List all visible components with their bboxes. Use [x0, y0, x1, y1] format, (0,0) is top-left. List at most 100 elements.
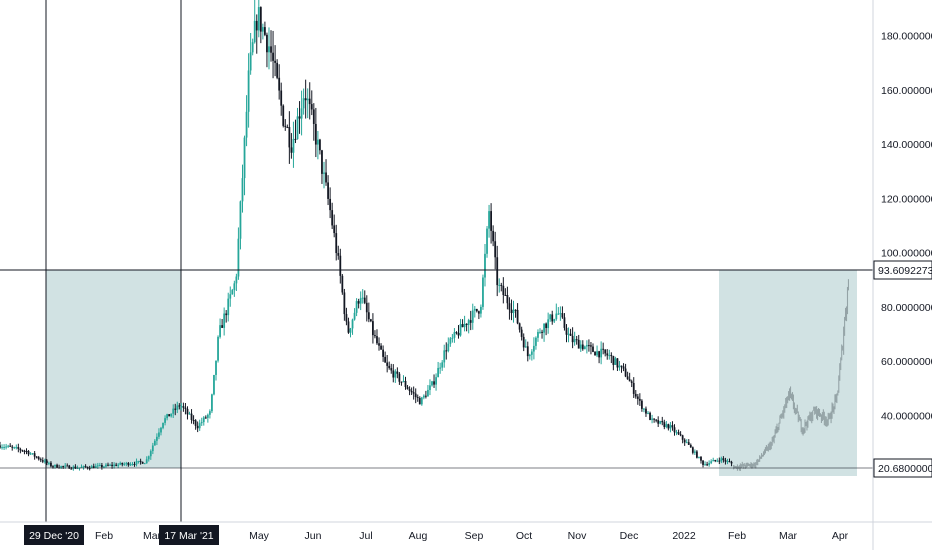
- candle-body: [372, 321, 374, 336]
- candle-body: [229, 294, 232, 299]
- candle-body: [94, 466, 97, 469]
- candle-body: [565, 327, 568, 335]
- candle-body: [253, 20, 256, 43]
- candle-body: [500, 284, 503, 286]
- candle-body: [54, 464, 56, 467]
- axis-tags: 93.60922739 20.68000000 29 Dec '20 17 Mar '…: [24, 260, 932, 545]
- candle-body: [217, 336, 219, 361]
- candle-body: [1, 447, 3, 449]
- candle-body: [9, 445, 12, 447]
- candle-body: [457, 332, 460, 336]
- candle-body: [149, 451, 152, 457]
- candle-body: [712, 459, 715, 462]
- time-tick-label: Nov: [568, 530, 587, 542]
- candle-body: [43, 460, 46, 462]
- candle-body: [571, 335, 574, 343]
- candle-body: [286, 126, 289, 128]
- candle-body: [647, 412, 649, 414]
- candle-body: [98, 465, 101, 467]
- candle-body: [506, 295, 509, 304]
- candle-body: [459, 324, 462, 336]
- candle-body: [514, 309, 517, 311]
- candle-body: [331, 210, 334, 226]
- candle-body: [683, 439, 686, 443]
- candle-body: [549, 314, 552, 320]
- candle-body: [19, 448, 22, 451]
- candle-body: [726, 461, 729, 463]
- candle-body: [528, 354, 531, 357]
- candle-body: [624, 368, 627, 377]
- candle-body: [628, 379, 631, 382]
- candle-body: [304, 98, 307, 101]
- candle-body: [722, 458, 725, 460]
- candle-body: [394, 371, 397, 378]
- candle-body: [74, 466, 77, 469]
- candle-body: [720, 458, 723, 462]
- candle-body: [117, 464, 120, 466]
- candle-body: [174, 408, 177, 410]
- time-tick-label: Aug: [409, 530, 428, 542]
- candle-body: [76, 468, 79, 470]
- candle-body: [512, 309, 515, 314]
- candle-body: [290, 147, 293, 153]
- candle-body: [418, 397, 421, 405]
- candle-body: [420, 397, 423, 405]
- candle-body: [284, 125, 287, 127]
- candle-body: [681, 435, 684, 440]
- time-tick-label: Jun: [305, 530, 322, 542]
- candle-body: [494, 241, 497, 258]
- candle-body: [716, 460, 719, 462]
- time-tick-label: Dec: [620, 530, 639, 542]
- candle-body: [235, 276, 238, 284]
- candle-body: [673, 427, 676, 433]
- candle-body: [202, 417, 205, 423]
- candle-body: [610, 355, 613, 357]
- candle-body: [241, 178, 244, 202]
- price-tick-label: 180.00000000: [881, 30, 932, 42]
- candle-body: [219, 325, 221, 337]
- candle-body: [643, 408, 645, 410]
- candle-body: [577, 339, 580, 349]
- candle-body: [325, 172, 327, 183]
- candle-body: [435, 377, 437, 385]
- candle-body: [714, 459, 717, 461]
- price-axis[interactable]: 20.0000000040.0000000060.0000000080.0000…: [881, 30, 932, 476]
- time-axis[interactable]: Feb Mar Apr May Jun Jul Aug Sep Oct Nov Dec 2022 Feb…: [95, 530, 849, 542]
- candle-body: [56, 464, 58, 468]
- candle-body: [17, 447, 20, 449]
- candle-body: [653, 418, 656, 420]
- candle-body: [441, 362, 444, 368]
- candle-body: [685, 442, 688, 444]
- candle-body: [194, 420, 197, 426]
- range-box-right: [719, 270, 857, 476]
- candle-body: [369, 319, 372, 322]
- price-tick-label: 140.00000000: [881, 139, 932, 151]
- time-tick-label: Oct: [516, 530, 532, 542]
- candle-body: [724, 459, 727, 462]
- candle-body: [259, 7, 262, 32]
- candle-body: [129, 464, 132, 466]
- candle-body: [539, 331, 541, 333]
- candle-body: [696, 451, 698, 458]
- price-tick-label: 40.00000000: [881, 411, 932, 423]
- candle-body: [535, 337, 537, 346]
- candle-body: [484, 253, 486, 278]
- candle-body: [255, 20, 258, 31]
- candle-body: [158, 432, 160, 437]
- candle-body: [274, 60, 276, 63]
- candle-body: [103, 466, 105, 468]
- candle-body: [245, 111, 248, 138]
- candle-body: [400, 381, 403, 383]
- candle-body: [113, 464, 116, 466]
- candle-body: [329, 198, 332, 211]
- candle-body: [355, 301, 358, 313]
- candle-body: [13, 447, 16, 449]
- candle-body: [649, 412, 651, 420]
- candle-body: [133, 464, 136, 466]
- candle-body: [192, 420, 195, 422]
- candle-body: [730, 462, 733, 464]
- candle-body: [294, 138, 297, 140]
- candle-body: [455, 332, 458, 334]
- candle-body: [139, 460, 142, 462]
